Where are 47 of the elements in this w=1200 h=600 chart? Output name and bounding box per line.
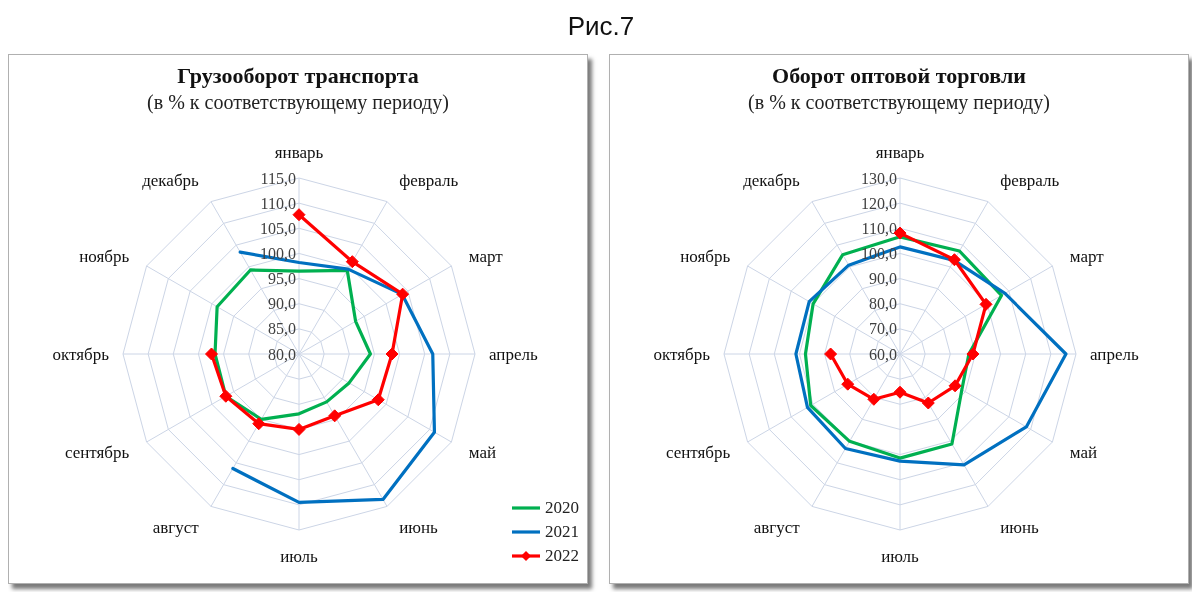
chart-title: Грузооборот транспорта	[176, 63, 420, 89]
spoke-label: октябрь	[653, 344, 711, 364]
spoke-label: декабрь	[743, 170, 801, 190]
spoke-label: сентябрь	[665, 442, 731, 462]
spoke-label: июнь	[399, 518, 439, 538]
spoke-label: июль	[881, 546, 920, 566]
y-tick-label: 80,0	[869, 295, 897, 313]
spoke-label: май	[1069, 442, 1098, 462]
y-tick-label: 130,0	[861, 169, 897, 187]
y-tick-label: 95,0	[268, 270, 296, 288]
spoke-label: март	[1069, 246, 1105, 266]
spoke-label: июнь	[1000, 518, 1040, 538]
spoke-label: апрель	[1090, 344, 1139, 364]
y-tick-label: 110,0	[260, 194, 296, 212]
spoke-label: август	[753, 518, 801, 538]
spoke-label: декабрь	[142, 170, 200, 190]
spoke-label: февраль	[1000, 170, 1060, 190]
spoke-label: февраль	[399, 170, 459, 190]
y-tick-label: 60,0	[869, 345, 897, 363]
text: Рис.7	[566, 11, 636, 42]
y-tick-label: 115,0	[260, 169, 296, 187]
spoke-label: июль	[280, 546, 319, 566]
spoke-label: апрель	[489, 344, 538, 364]
spoke-label: ноябрь	[680, 246, 731, 266]
chart-subtitle: (в % к соответствующему периоду)	[146, 91, 450, 114]
spoke-label: сентябрь	[64, 442, 130, 462]
chart-subtitle: (в % к соответствующему периоду)	[747, 91, 1051, 114]
spoke-label: январь	[274, 142, 324, 162]
y-tick-label: 110,0	[861, 219, 897, 237]
y-tick-label: 105,0	[260, 219, 296, 237]
chart-title: Оборот оптовой торговли	[771, 63, 1027, 89]
y-tick-label: 85,0	[268, 320, 296, 338]
y-tick-label: 80,0	[268, 345, 296, 363]
legend-label: 2022	[545, 546, 579, 566]
spoke-label: октябрь	[52, 344, 110, 364]
y-tick-label: 120,0	[861, 194, 897, 212]
spoke-label: ноябрь	[79, 246, 130, 266]
y-tick-label: 90,0	[869, 270, 897, 288]
spoke-label: январь	[875, 142, 925, 162]
legend-label: 2020	[545, 498, 579, 518]
y-tick-label: 100,0	[260, 244, 296, 262]
legend-label: 2021	[545, 522, 579, 542]
y-tick-label: 70,0	[869, 320, 897, 338]
y-tick-label: 90,0	[268, 295, 296, 313]
spoke-label: май	[468, 442, 497, 462]
spoke-label: март	[468, 246, 504, 266]
spoke-label: август	[152, 518, 200, 538]
